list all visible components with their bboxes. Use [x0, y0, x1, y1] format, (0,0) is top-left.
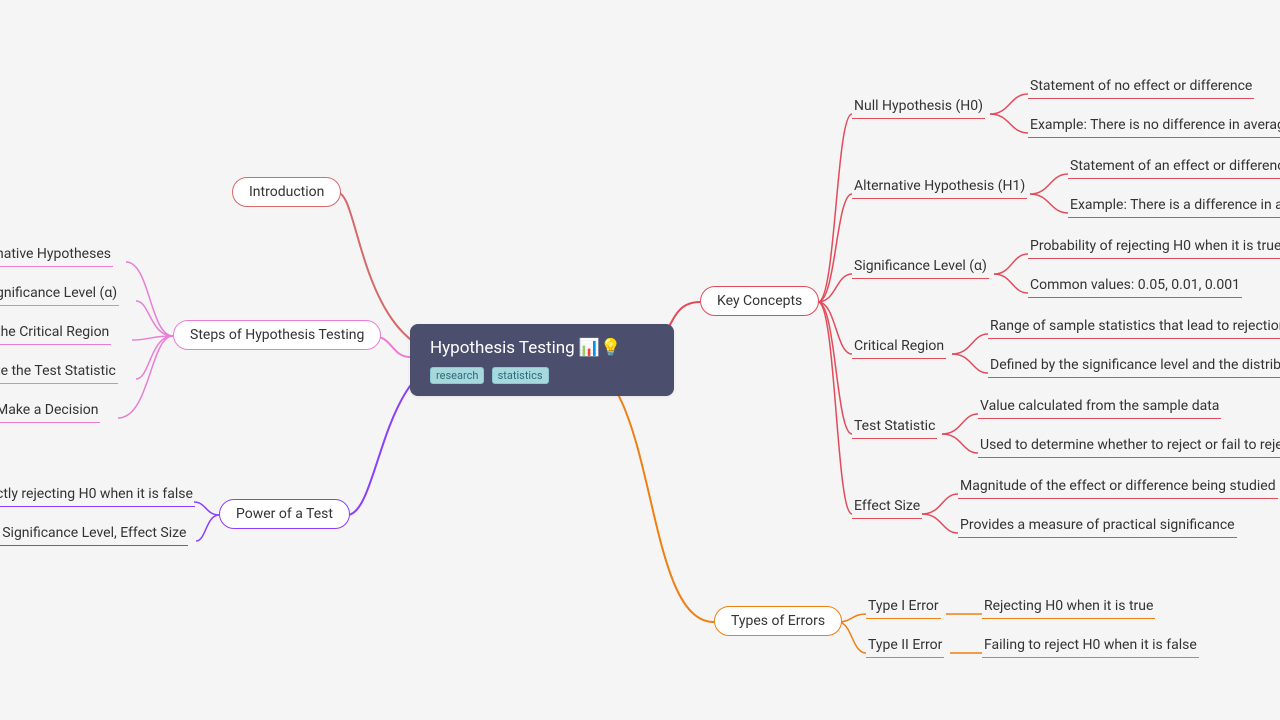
leaf[interactable]: Failing to reject H0 when it is false: [982, 634, 1199, 658]
root-node[interactable]: Hypothesis Testing 📊💡 research statistic…: [410, 324, 674, 396]
node-critical-region[interactable]: Critical Region: [852, 335, 946, 359]
leaf[interactable]: te the Test Statistic: [0, 360, 118, 384]
tag-research: research: [430, 367, 484, 384]
leaf[interactable]: Common values: 0.05, 0.01, 0.001: [1028, 274, 1242, 298]
node-effect-size[interactable]: Effect Size: [852, 495, 922, 519]
branch-steps[interactable]: Steps of Hypothesis Testing: [173, 320, 381, 350]
node-significance[interactable]: Significance Level (α): [852, 255, 989, 279]
leaf[interactable]: ctly rejecting H0 when it is false: [0, 483, 195, 507]
leaf[interactable]: Range of sample statistics that lead to …: [988, 315, 1280, 339]
node-test-statistic[interactable]: Test Statistic: [852, 415, 937, 439]
leaf[interactable]: Example: There is a difference in ave: [1068, 194, 1280, 218]
leaf[interactable]: the Critical Region: [0, 321, 111, 345]
node-type2[interactable]: Type II Error: [866, 634, 944, 658]
node-alt-hypothesis[interactable]: Alternative Hypothesis (H1): [852, 175, 1027, 199]
leaf[interactable]: gnificance Level (α): [0, 282, 119, 306]
leaf[interactable]: Value calculated from the sample data: [978, 395, 1221, 419]
node-type1[interactable]: Type I Error: [866, 595, 941, 619]
leaf[interactable]: Probability of rejecting H0 when it is t…: [1028, 235, 1280, 259]
leaf[interactable]: , Significance Level, Effect Size: [0, 522, 188, 546]
leaf[interactable]: Statement of an effect or difference: [1068, 155, 1280, 179]
branch-key-concepts[interactable]: Key Concepts: [700, 286, 819, 316]
leaf[interactable]: Provides a measure of practical signific…: [958, 514, 1237, 538]
leaf[interactable]: native Hypotheses: [0, 243, 113, 267]
leaf[interactable]: Statement of no effect or difference: [1028, 75, 1254, 99]
leaf[interactable]: Rejecting H0 when it is true: [982, 595, 1155, 619]
leaf[interactable]: Defined by the significance level and th…: [988, 354, 1280, 378]
root-title: Hypothesis Testing 📊💡: [430, 338, 654, 358]
leaf[interactable]: Magnitude of the effect or difference be…: [958, 475, 1278, 499]
branch-label: Introduction: [249, 184, 324, 200]
mindmap-canvas[interactable]: Hypothesis Testing 📊💡 research statistic…: [0, 0, 1280, 720]
branch-introduction[interactable]: Introduction: [232, 177, 341, 207]
branch-errors[interactable]: Types of Errors: [714, 606, 842, 636]
node-null-hypothesis[interactable]: Null Hypothesis (H0): [852, 95, 985, 119]
leaf[interactable]: Used to determine whether to reject or f…: [978, 434, 1280, 458]
tag-statistics: statistics: [492, 367, 549, 384]
branch-label: Key Concepts: [717, 293, 802, 309]
branch-label: Steps of Hypothesis Testing: [190, 327, 364, 343]
branch-label: Types of Errors: [731, 613, 825, 629]
branch-label: Power of a Test: [236, 506, 333, 522]
leaf[interactable]: Example: There is no difference in avera…: [1028, 114, 1280, 138]
root-tags: research statistics: [430, 364, 654, 384]
branch-power[interactable]: Power of a Test: [219, 499, 350, 529]
leaf[interactable]: Make a Decision: [0, 399, 100, 423]
